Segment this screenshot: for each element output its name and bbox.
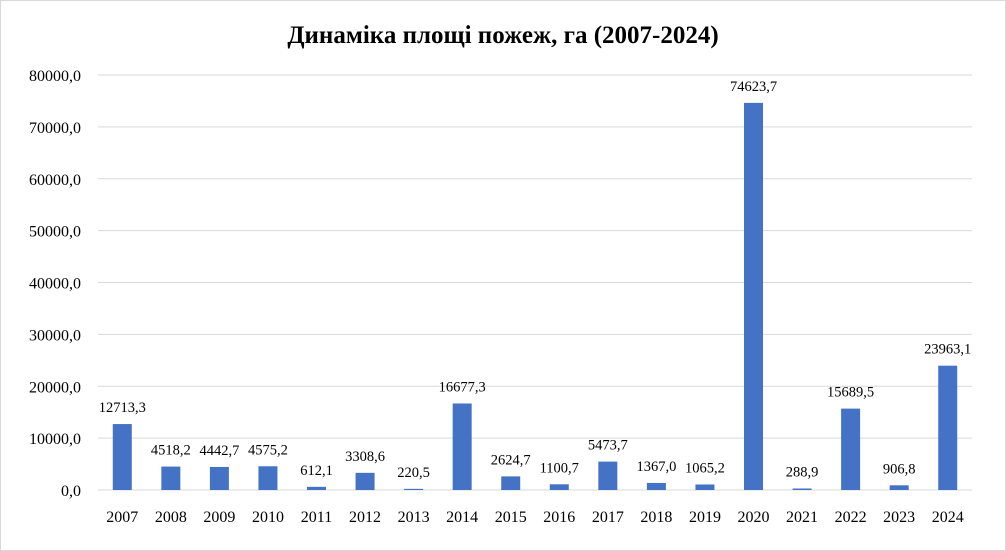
data-label-2016: 1100,7	[540, 460, 579, 476]
x-tick-label: 2020	[738, 509, 770, 526]
data-label-2012: 3308,6	[345, 449, 385, 465]
bar-2018	[646, 482, 666, 490]
data-label-2009: 4442,7	[199, 443, 239, 459]
x-tick-label: 2007	[106, 509, 138, 526]
data-label-2020: 74623,7	[730, 79, 777, 95]
bar-2007	[112, 424, 132, 490]
x-tick-label: 2022	[835, 509, 867, 526]
x-tick-label: 2019	[689, 509, 721, 526]
bar-2011	[307, 486, 326, 490]
bar-2022	[841, 408, 861, 490]
bar-2009	[209, 466, 229, 490]
x-tick-label: 2015	[495, 509, 527, 526]
x-tick-label: 2013	[398, 509, 430, 526]
x-tick-label: 2016	[543, 509, 575, 526]
bar-2021	[792, 488, 812, 490]
y-tick-label: 50000,0	[29, 224, 81, 241]
data-label-2022: 15689,5	[827, 385, 874, 401]
bar-2016	[549, 484, 569, 490]
data-labels: 12713,3 4518,2 4442,7 4575,2 612,1 3308,6 220,…	[99, 79, 972, 481]
bar-2008	[161, 466, 181, 490]
data-label-2017: 5473,7	[588, 438, 628, 454]
data-label-2010: 4575,2	[248, 442, 288, 458]
y-tick-label: 0,0	[61, 483, 81, 500]
bar-2013	[404, 488, 424, 490]
data-label-2008: 4518,2	[151, 443, 191, 459]
x-tick-label: 2023	[883, 509, 915, 526]
data-label-2015: 2624,7	[491, 452, 531, 468]
bar-2019	[695, 484, 715, 490]
y-tick-label: 60000,0	[29, 172, 81, 189]
y-tick-label: 10000,0	[29, 431, 81, 448]
data-label-2013: 220,5	[397, 465, 430, 481]
bar-2023	[889, 485, 909, 490]
data-label-2021: 288,9	[786, 465, 819, 481]
data-label-2019: 1065,2	[685, 460, 725, 476]
bar-2015	[501, 476, 521, 490]
bars	[112, 102, 958, 490]
x-tick-label: 2009	[203, 509, 235, 526]
x-tick-label: 2008	[155, 509, 187, 526]
bar-2020	[744, 102, 763, 490]
y-axis-tick-labels: 0,0 10000,0 20000,0 30000,0 40000,0 50000,0 60…	[29, 68, 81, 500]
x-tick-label: 2014	[446, 509, 478, 526]
bar-2014	[452, 403, 472, 490]
chart-title: Динаміка площі пожеж, га (2007-2024)	[287, 22, 719, 49]
y-tick-label: 40000,0	[29, 276, 81, 293]
gridlines	[98, 74, 972, 491]
bar-2024	[938, 365, 958, 490]
data-label-2014: 16677,3	[439, 379, 486, 395]
data-label-2024: 23963,1	[924, 342, 971, 358]
data-label-2018: 1367,0	[636, 459, 676, 475]
x-tick-label: 2021	[786, 509, 818, 526]
data-label-2007: 12713,3	[99, 400, 146, 416]
x-axis-tick-labels: 2007 2008 2009 2010 2011 2012 2013 2014 2015 2016…	[106, 509, 963, 526]
bar-2010	[258, 466, 278, 490]
x-tick-label: 2018	[640, 509, 672, 526]
data-label-2011: 612,1	[300, 463, 333, 479]
y-tick-label: 30000,0	[29, 327, 81, 344]
x-tick-label: 2011	[301, 509, 332, 526]
y-tick-label: 20000,0	[29, 379, 81, 396]
x-tick-label: 2012	[349, 509, 381, 526]
x-tick-label: 2024	[932, 509, 964, 526]
y-tick-label: 80000,0	[29, 68, 81, 85]
data-label-2023: 906,8	[883, 461, 916, 477]
bar-2012	[355, 472, 375, 490]
y-tick-label: 70000,0	[29, 120, 81, 137]
x-tick-label: 2017	[592, 509, 624, 526]
bar-2017	[598, 461, 618, 490]
x-tick-label: 2010	[252, 509, 284, 526]
